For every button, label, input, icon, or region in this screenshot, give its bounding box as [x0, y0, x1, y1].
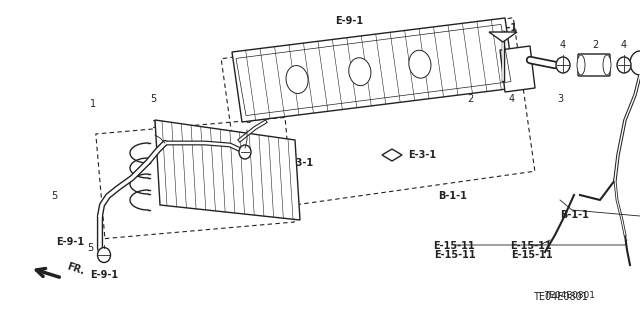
Text: 1: 1 [90, 99, 96, 109]
Ellipse shape [239, 145, 251, 159]
Ellipse shape [409, 50, 431, 78]
Text: B-1-1: B-1-1 [438, 191, 467, 201]
Text: TE04E0801: TE04E0801 [532, 292, 588, 302]
Polygon shape [489, 32, 517, 42]
Text: E-9-1: E-9-1 [489, 23, 517, 33]
Ellipse shape [556, 57, 570, 73]
Text: 5: 5 [245, 115, 251, 125]
Polygon shape [382, 149, 402, 161]
Text: E-9-1: E-9-1 [335, 16, 363, 26]
Polygon shape [232, 18, 515, 122]
Ellipse shape [603, 55, 611, 75]
Text: E-15-11: E-15-11 [433, 241, 476, 251]
Text: 5: 5 [150, 94, 157, 104]
Text: TE04E0801: TE04E0801 [545, 291, 595, 300]
Text: 4: 4 [509, 94, 515, 104]
Polygon shape [500, 46, 535, 92]
Text: FR.: FR. [66, 261, 86, 276]
Text: E-3-1: E-3-1 [285, 158, 313, 168]
Ellipse shape [286, 66, 308, 93]
Text: 4: 4 [403, 94, 410, 104]
Text: E-15-11: E-15-11 [434, 250, 476, 260]
Text: 2: 2 [592, 40, 598, 50]
Polygon shape [155, 120, 300, 220]
Text: 4: 4 [621, 40, 627, 50]
Ellipse shape [349, 58, 371, 85]
Text: E-15-11: E-15-11 [510, 241, 552, 251]
Text: E-9-1: E-9-1 [56, 237, 84, 248]
FancyBboxPatch shape [578, 54, 610, 76]
Ellipse shape [630, 51, 640, 75]
Ellipse shape [97, 248, 111, 263]
Text: 1: 1 [152, 120, 158, 130]
Text: 3: 3 [557, 94, 563, 104]
Text: 4: 4 [560, 40, 566, 50]
Text: E-3-1: E-3-1 [408, 150, 436, 160]
Text: 5: 5 [87, 243, 93, 253]
Ellipse shape [617, 57, 631, 73]
Text: 2: 2 [467, 94, 474, 104]
Text: 5: 5 [51, 191, 58, 201]
Text: E-9-1: E-9-1 [90, 270, 118, 280]
Text: E-15-11: E-15-11 [511, 250, 553, 260]
Text: B-1-1: B-1-1 [560, 210, 589, 220]
Ellipse shape [577, 55, 585, 75]
